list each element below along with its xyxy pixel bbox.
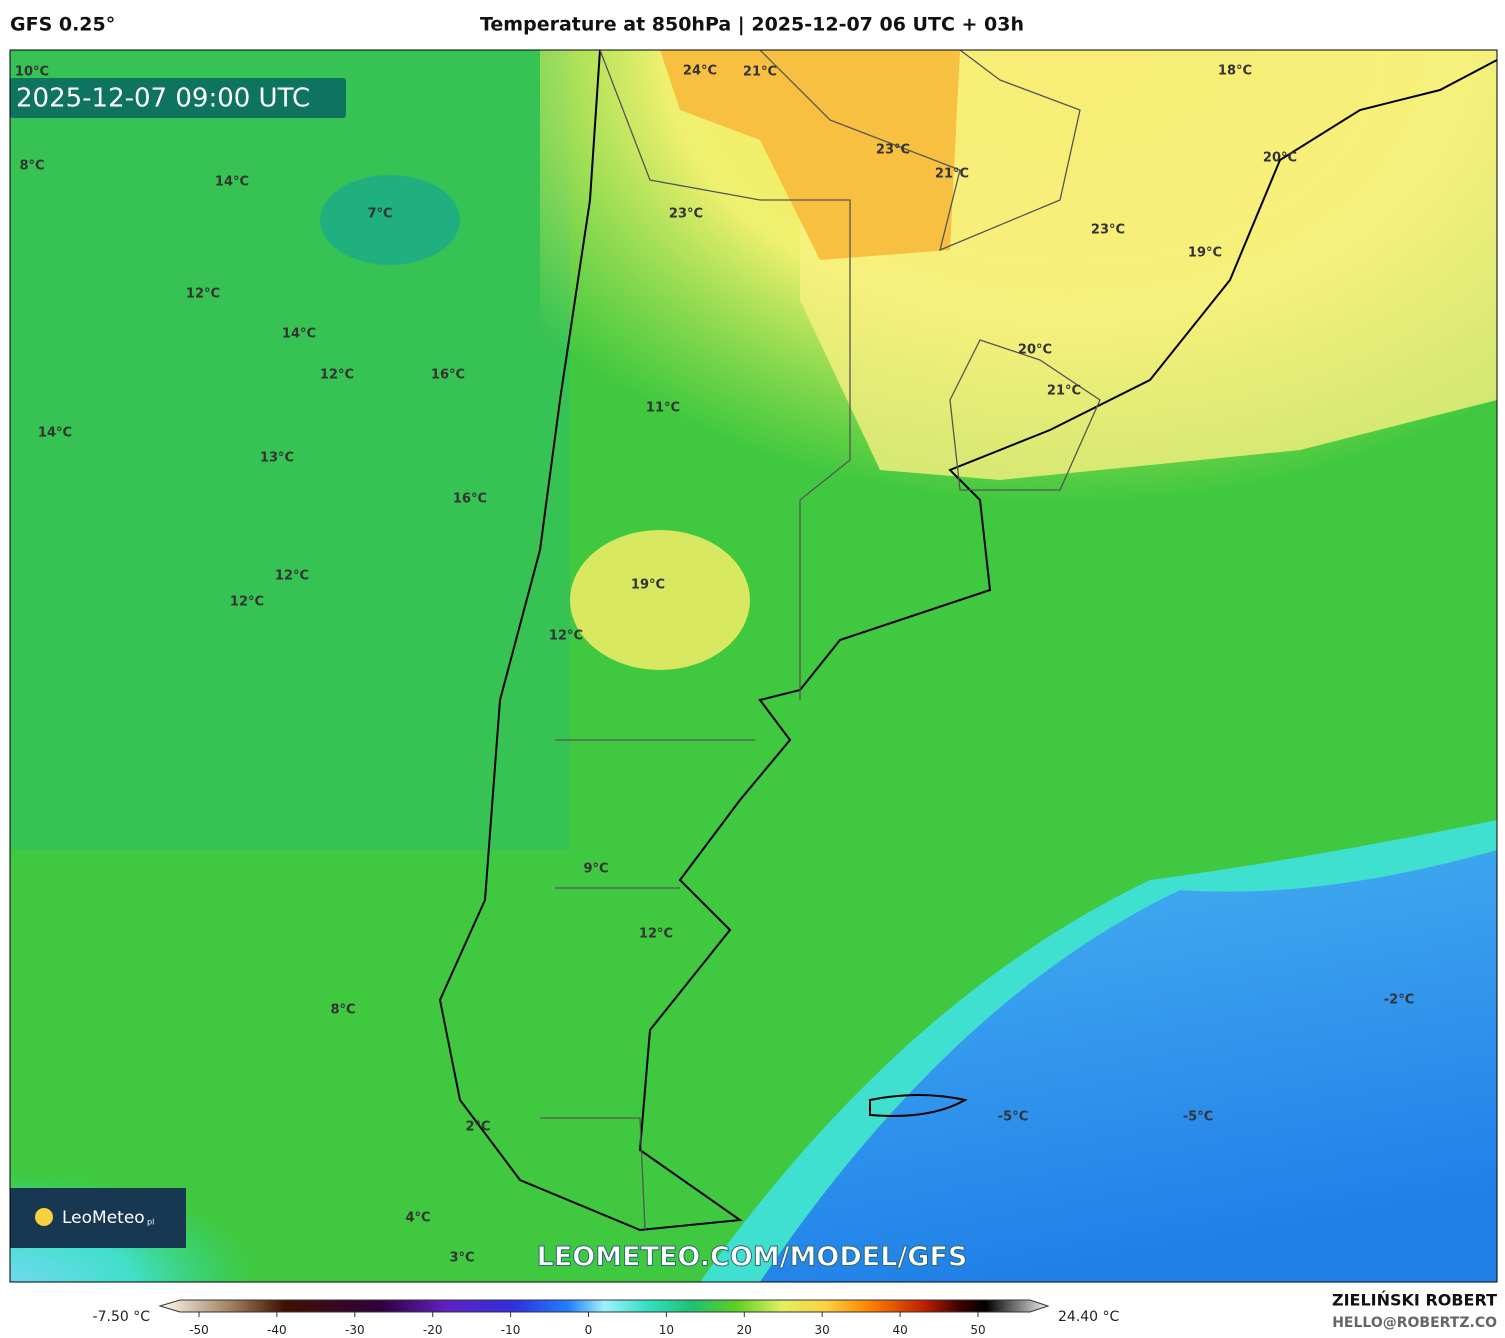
temperature-label: 14°C (282, 327, 316, 342)
coastline (438, 50, 1497, 1232)
colorbar-tick-label: 50 (970, 1323, 985, 1337)
colorbar-max: 24.40 °C (1058, 1309, 1120, 1325)
timestamp-box (10, 78, 346, 118)
temperature-label: 16°C (431, 368, 465, 383)
temperature-label: 21°C (1047, 384, 1081, 399)
temperature-label: 24°C (683, 64, 717, 79)
temperature-label: -5°C (998, 1110, 1028, 1125)
temperature-label: 3°C (449, 1251, 474, 1266)
temperature-label: 19°C (631, 578, 665, 593)
temperature-label: 7°C (367, 207, 392, 222)
colorbar-tick-label: -30 (345, 1323, 365, 1337)
field (800, 50, 1497, 480)
temperature-label: 12°C (320, 368, 354, 383)
contact: HELLO@ROBERTZ.CO (1332, 1315, 1497, 1331)
colorbar-tick-label: -40 (267, 1323, 287, 1337)
logo-suffix: pl (147, 1218, 154, 1227)
temperature-label: 23°C (876, 143, 910, 158)
temperature-label: -5°C (1183, 1110, 1213, 1125)
logo-text: LeoMeteo (62, 1208, 145, 1228)
field (760, 850, 1497, 1282)
colorbar-tick-label: 0 (585, 1323, 593, 1337)
temperature-label: 21°C (935, 167, 969, 182)
map-frame (9, 49, 1498, 1283)
colorbar-tick-label: -10 (501, 1323, 521, 1337)
temperature-label: 18°C (1218, 64, 1252, 79)
map-title: Temperature at 850hPa | 2025-12-07 06 UT… (480, 14, 1024, 36)
temperature-label: 12°C (549, 629, 583, 644)
field (320, 175, 460, 265)
field (10, 50, 570, 850)
temperature-label: 12°C (275, 569, 309, 584)
borders (540, 50, 1101, 1231)
colorbar-tick-label: 20 (737, 1323, 752, 1337)
temperature-label: -2°C (1384, 993, 1414, 1008)
map: 10°C 8°C 14°C 7°C 12°C 14°C 12°C 16°C 14°C 13°C 16… (10, 50, 1497, 1282)
temperature-label: 4°C (405, 1211, 430, 1226)
colorbar-tick-label: 30 (815, 1323, 830, 1337)
temperature-label: 21°C (743, 65, 777, 80)
temperature-label: 19°C (1188, 246, 1222, 261)
temperature-label: 9°C (583, 862, 608, 877)
colorbar-tick-label: -50 (189, 1323, 209, 1337)
temperature-label: 23°C (1091, 223, 1125, 238)
temperature-labels: 10°C 8°C 14°C 7°C 12°C 14°C 12°C 16°C 14°C 13°C 16… (15, 64, 1414, 1266)
temperature-label: 16°C (453, 492, 487, 507)
temperature-label: 13°C (260, 451, 294, 466)
temperature-label: 8°C (19, 159, 44, 174)
temperature-label: 14°C (215, 175, 249, 190)
temperature-label: 10°C (15, 65, 49, 80)
temperature-label: 20°C (1263, 151, 1297, 166)
island (869, 1094, 968, 1117)
colorbar-tick-label: -20 (423, 1323, 443, 1337)
colorbar (158, 1299, 1050, 1313)
logo-sun (35, 1208, 53, 1226)
temperature-label: 23°C (669, 207, 703, 222)
model-label: GFS 0.25° (10, 14, 115, 36)
temperature-label: 11°C (646, 401, 680, 416)
temperature-label: 12°C (186, 287, 220, 302)
colorbar-min: -7.50 °C (93, 1309, 151, 1325)
temperature-label: 8°C (330, 1003, 355, 1018)
temperature-label: 12°C (639, 927, 673, 942)
colorbar-ticks: -50 -40 -30 -20 -10 0 10 20 30 40 50 (189, 1312, 986, 1337)
temperature-label: 20°C (1018, 343, 1052, 358)
field (570, 530, 750, 670)
timestamp: 2025-12-07 09:00 UTC (16, 84, 310, 114)
colorbar-tick-label: 40 (892, 1323, 907, 1337)
colorbar-tick-label: 10 (659, 1323, 674, 1337)
temperature-label: 2°C (465, 1120, 490, 1135)
temperature-label: 14°C (38, 426, 72, 441)
temperature-label: 12°C (230, 595, 264, 610)
author: ZIELIŃSKI ROBERT (1332, 1291, 1497, 1310)
field (660, 50, 960, 260)
watermark: LEOMETEO.COM/MODEL/GFS (537, 1242, 968, 1273)
